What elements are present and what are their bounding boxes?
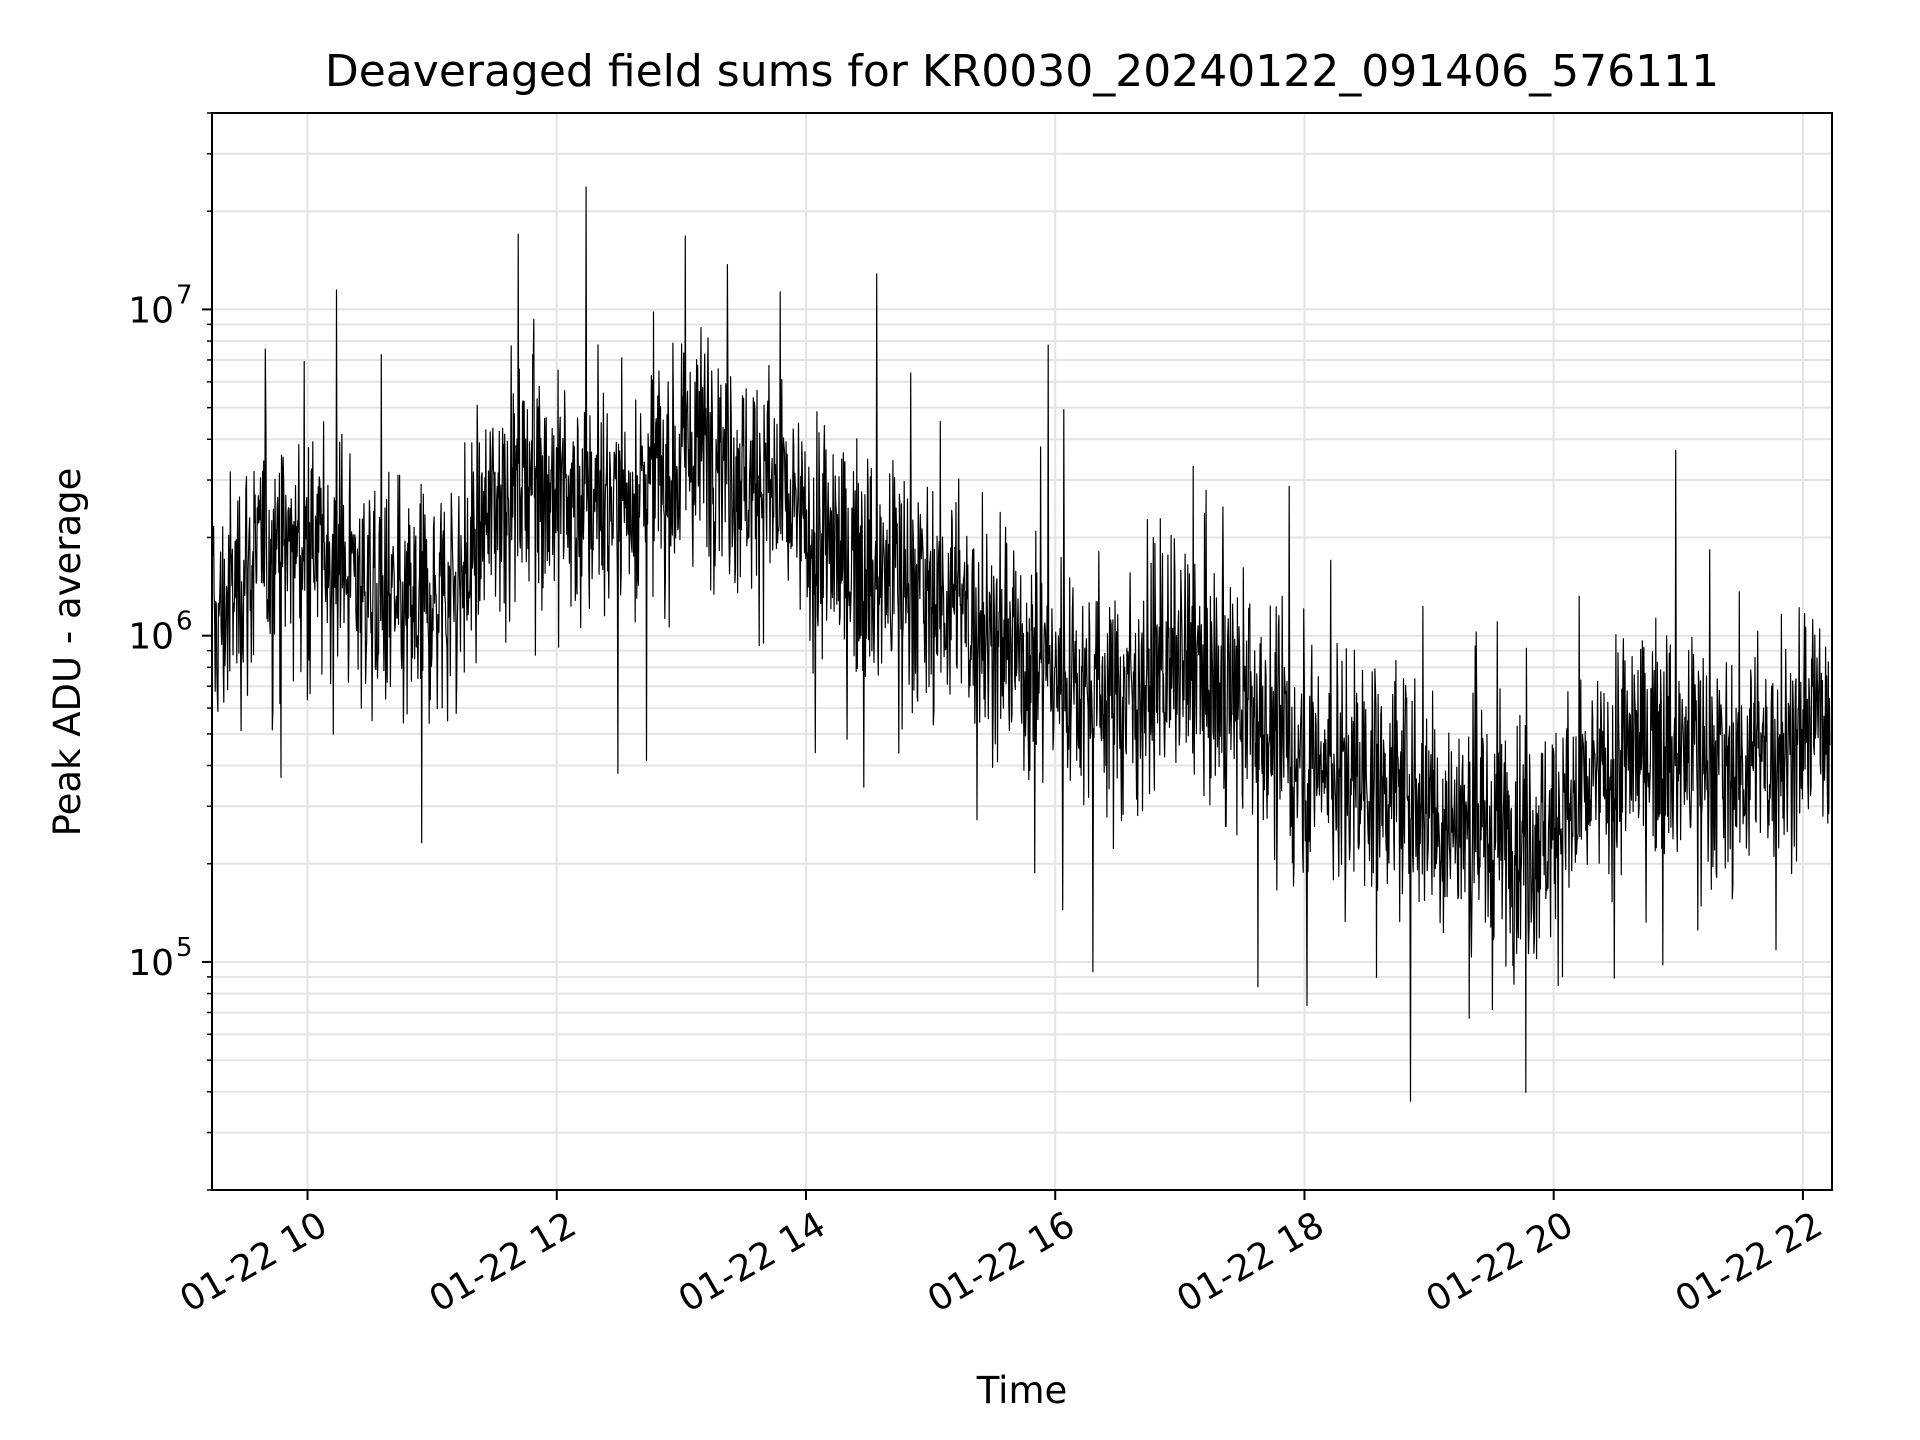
y-tick-label: 10 6 — [128, 607, 192, 658]
y-tick-exponent: 5 — [176, 933, 193, 963]
chart-title: Deaveraged field sums for KR0030_2024012… — [325, 46, 1719, 97]
x-axis-label: Time — [976, 1369, 1068, 1412]
y-tick-exponent: 7 — [176, 280, 193, 310]
y-tick-label: 10 7 — [128, 280, 192, 331]
series-line — [212, 186, 1831, 1102]
plot-frame — [211, 112, 1833, 1191]
y-tick-base: 10 — [128, 617, 174, 658]
grid — [212, 112, 1832, 1191]
y-axis-label: Peak ADU - average — [46, 468, 89, 837]
y-tick-exponent: 6 — [176, 607, 193, 637]
data-series — [212, 186, 1831, 1102]
y-tick-base: 10 — [128, 290, 174, 331]
y-tick-base: 10 — [128, 943, 174, 984]
tick-marks — [202, 112, 1804, 1200]
y-tick-label: 10 5 — [128, 933, 192, 984]
